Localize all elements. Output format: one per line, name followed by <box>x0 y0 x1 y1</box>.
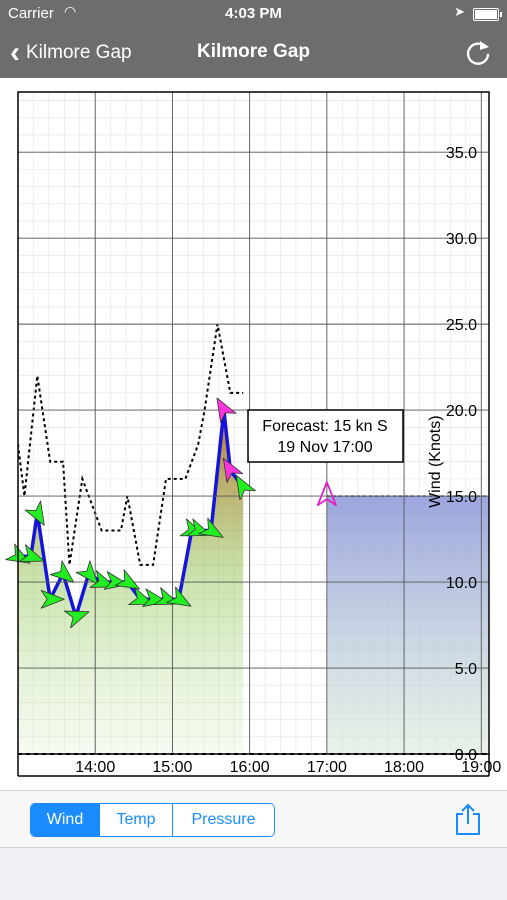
wind-direction-arrow-shape <box>63 610 90 629</box>
y-tick-label: 35.0 <box>446 145 477 162</box>
x-tick-label: 16:00 <box>230 759 270 776</box>
refresh-icon[interactable] <box>463 38 493 68</box>
forecast-tooltip-box <box>247 409 404 463</box>
forecast-tooltip: Forecast: 15 kn S 19 Nov 17:00 <box>247 409 404 463</box>
wind-direction-arrow-shape <box>198 517 224 538</box>
wind-direction-arrow <box>128 587 154 606</box>
wind-direction-arrow <box>114 569 140 590</box>
wind-direction-arrow-shape <box>24 500 45 526</box>
wind-direction-arrow-shape <box>235 474 256 501</box>
wind-direction-arrow <box>40 589 65 609</box>
y-tick-label: 15.0 <box>446 489 477 506</box>
share-icon[interactable] <box>455 803 481 835</box>
wind-direction-arrow-shape <box>89 570 116 588</box>
wind-direction-arrow-shape <box>222 457 244 483</box>
plot-frame <box>17 91 490 755</box>
x-tick-label: 14:00 <box>75 759 115 776</box>
chart-type-segmented-control: Wind Temp Pressure <box>30 803 275 837</box>
wind-direction-arrow <box>89 570 116 588</box>
wind-direction-arrow <box>222 457 244 483</box>
x-tick-label: 18:00 <box>384 759 424 776</box>
wind-direction-arrow-shape <box>128 587 154 606</box>
wind-direction-arrow <box>63 610 90 629</box>
wind-chart[interactable]: 0.0 5.0 10.0 15.0 20.0 25.0 30.0 35.0 Wind (Knot… <box>0 78 507 790</box>
wind-direction-arrow-shape <box>49 560 75 583</box>
wind-direction-arrow <box>24 500 45 526</box>
back-label: Kilmore Gap <box>26 42 132 63</box>
segment-pressure[interactable]: Pressure <box>173 804 274 836</box>
wind-direction-arrow <box>18 544 45 563</box>
wind-direction-arrow-shape <box>75 560 99 585</box>
y-tick-label: 0.0 <box>455 747 477 764</box>
battery-icon <box>473 8 502 21</box>
chevron-left-icon: ‹ <box>10 36 20 69</box>
location-arrow-icon: ➤ <box>454 4 465 19</box>
status-time: 4:03 PM <box>225 5 282 22</box>
wind-direction-arrow-shape <box>166 586 192 607</box>
carrier-label: Carrier <box>8 5 54 22</box>
wind-direction-arrow-shape <box>114 569 140 590</box>
y-axis-label: Wind (Knots) <box>427 415 444 507</box>
forecast-direction-arrow <box>316 481 337 506</box>
gust-line <box>18 323 244 566</box>
status-bar: Carrier ◠ 4:03 PM ➤ <box>0 0 507 28</box>
segment-wind[interactable]: Wind <box>31 804 100 836</box>
segment-temp[interactable]: Temp <box>100 804 173 836</box>
y-tick-label: 30.0 <box>446 231 477 248</box>
y-tick-label: 5.0 <box>455 661 477 678</box>
bottom-toolbar: Wind Temp Pressure <box>0 790 507 848</box>
y-tick-label: 20.0 <box>446 403 477 420</box>
x-tick-label: 19:00 <box>461 759 501 776</box>
wind-direction-arrow <box>235 474 256 501</box>
y-tick-label: 25.0 <box>446 317 477 334</box>
y-tick-label: 10.0 <box>446 575 477 592</box>
x-tick-label: 17:00 <box>307 759 347 776</box>
forecast-tooltip-line1: Forecast: 15 kn S <box>262 418 387 435</box>
page-title: Kilmore Gap <box>197 41 310 62</box>
back-button[interactable]: ‹ Kilmore Gap <box>10 38 132 68</box>
wind-direction-arrow <box>75 560 99 585</box>
wind-direction-arrow-shape <box>216 397 237 423</box>
wind-direction-arrow <box>198 517 224 538</box>
forecast-area <box>326 496 489 754</box>
wind-direction-arrow-shape <box>40 589 65 609</box>
wind-direction-arrow <box>216 397 237 423</box>
forecast-tooltip-line2: 19 Nov 17:00 <box>277 439 372 456</box>
nav-bar: ‹ Kilmore Gap Kilmore Gap <box>0 28 507 78</box>
wind-direction-arrow <box>166 586 192 607</box>
wind-direction-arrow <box>49 560 75 583</box>
chart-area: 0.0 5.0 10.0 15.0 20.0 25.0 30.0 35.0 Wind (Knot… <box>0 78 507 790</box>
wifi-icon: ◠ <box>64 3 77 19</box>
wind-direction-arrow-shape <box>18 544 45 563</box>
forecast-direction-arrow-shape <box>316 481 337 506</box>
x-tick-label: 15:00 <box>152 759 192 776</box>
